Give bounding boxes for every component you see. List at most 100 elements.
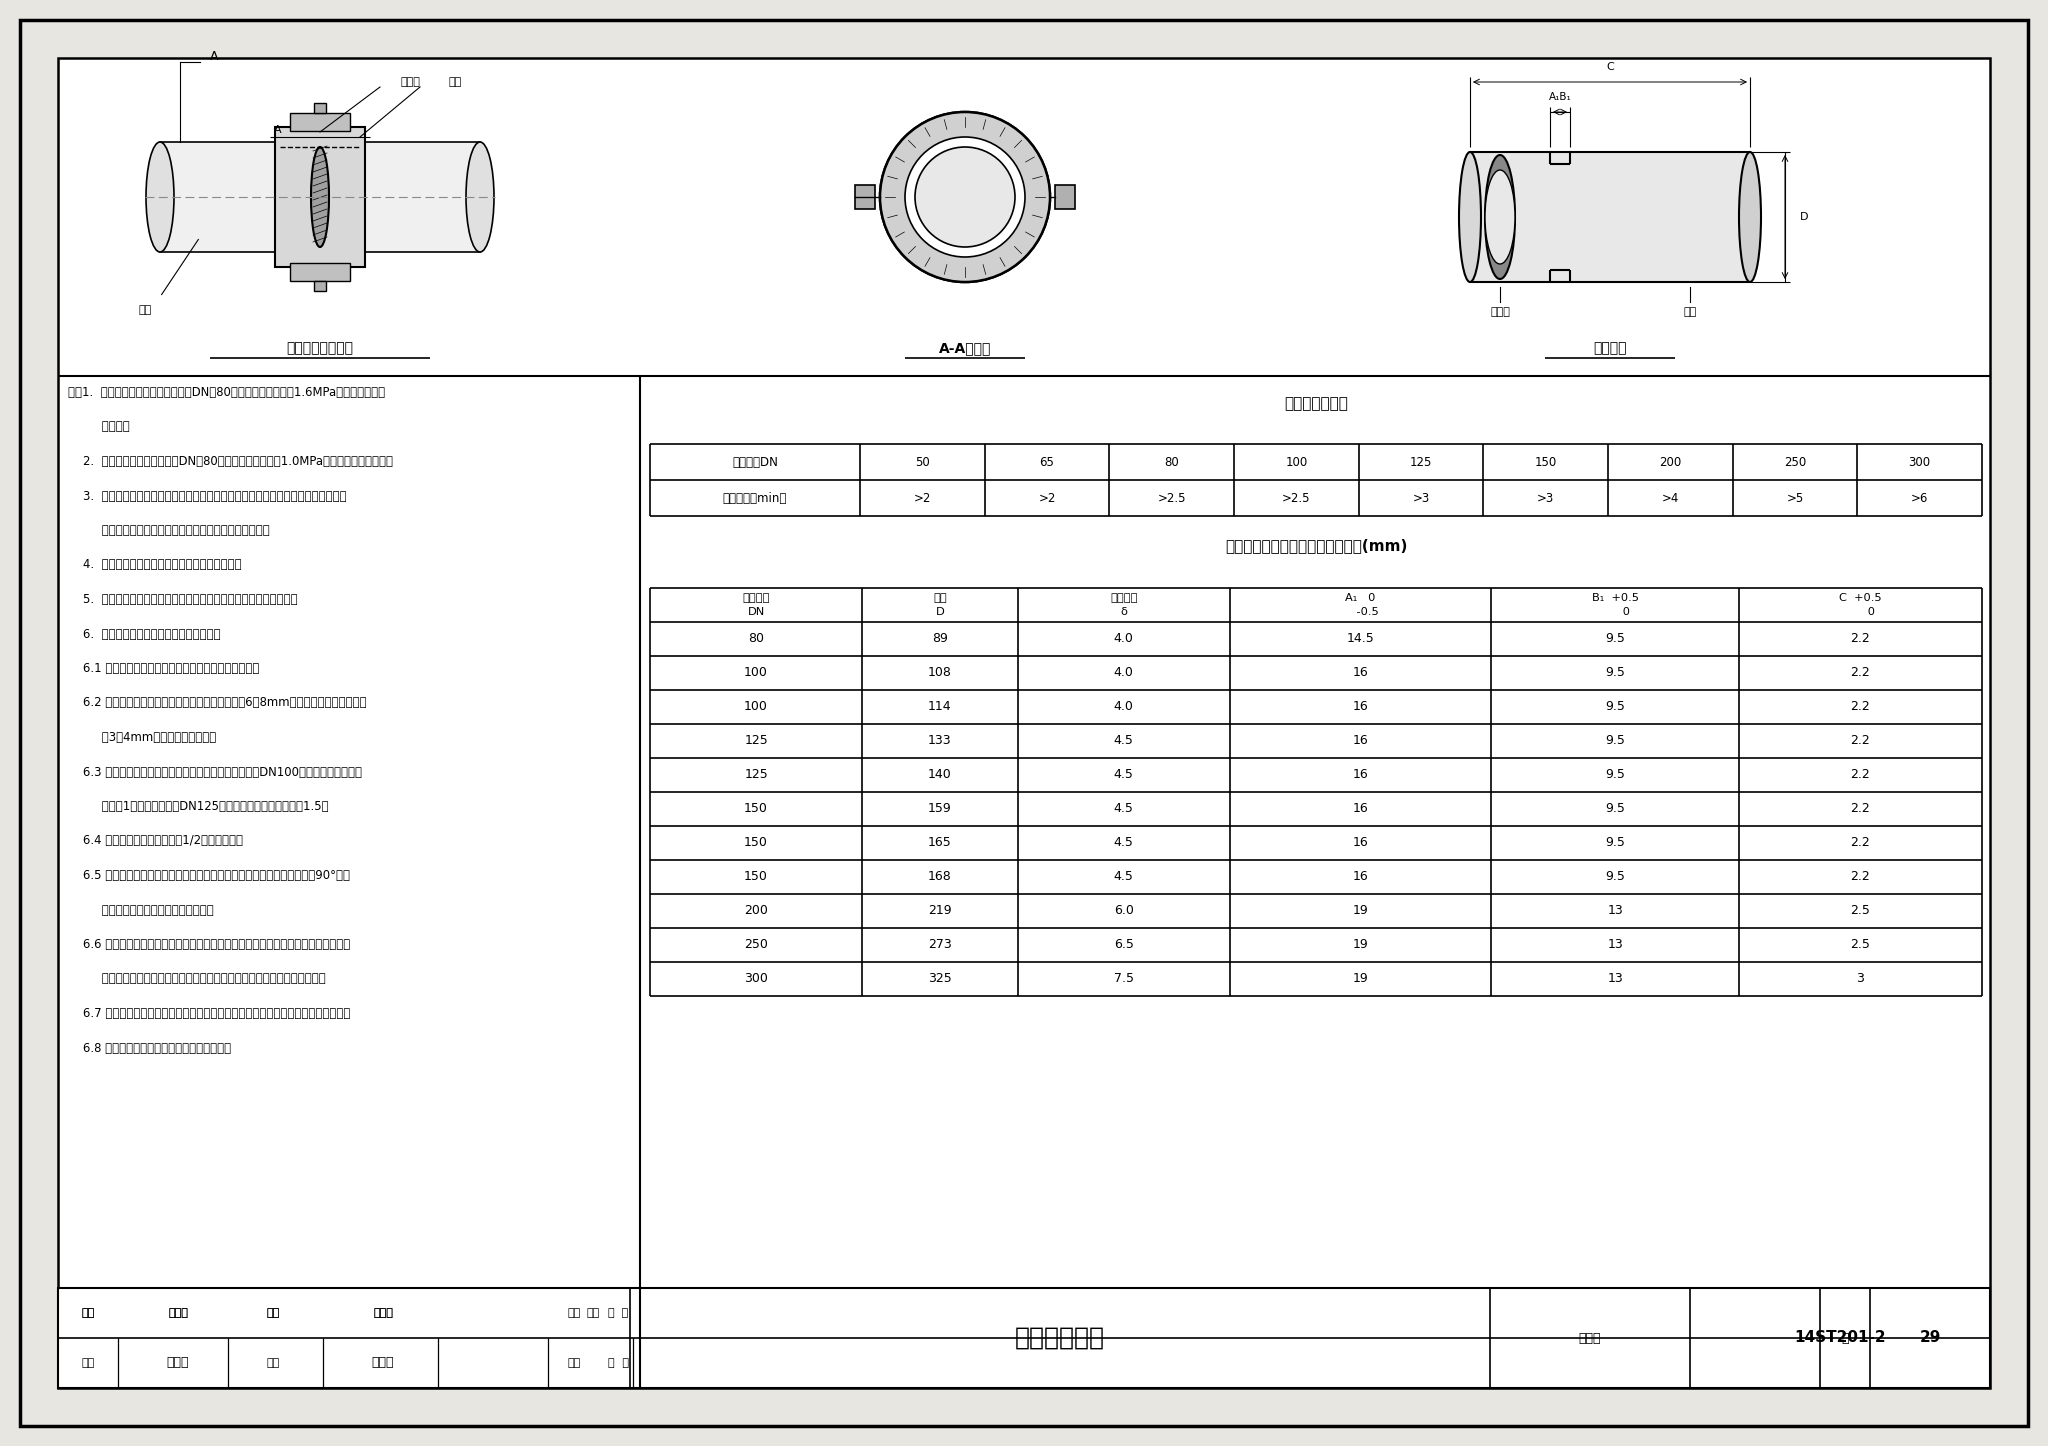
Bar: [160, 142, 299, 252]
Text: 250: 250: [1784, 455, 1806, 469]
Text: 设计: 设计: [586, 1309, 600, 1317]
Text: 300: 300: [1909, 455, 1931, 469]
Ellipse shape: [915, 147, 1016, 247]
Text: 19: 19: [1352, 905, 1368, 918]
Text: 4.0: 4.0: [1114, 632, 1135, 645]
Text: 200: 200: [743, 905, 768, 918]
Text: 张先群: 张先群: [168, 1309, 188, 1317]
Text: 325: 325: [928, 973, 952, 986]
Text: C  +0.5: C +0.5: [1839, 593, 1882, 603]
Text: 徐  智: 徐 智: [608, 1358, 629, 1368]
Bar: [340, 142, 479, 252]
Text: 140: 140: [928, 768, 952, 781]
Text: 赵际膺: 赵际膺: [373, 1309, 393, 1317]
Text: 114: 114: [928, 700, 952, 713]
Text: 80: 80: [748, 632, 764, 645]
Text: 公称直径DN: 公称直径DN: [731, 455, 778, 469]
Text: 设计: 设计: [567, 1309, 582, 1317]
Text: 6.5: 6.5: [1114, 938, 1135, 951]
Text: 校对: 校对: [266, 1358, 281, 1368]
Text: 16: 16: [1352, 768, 1368, 781]
Text: 9.5: 9.5: [1606, 700, 1624, 713]
Text: 100: 100: [743, 700, 768, 713]
Text: 29: 29: [1919, 1330, 1942, 1345]
Text: 4.0: 4.0: [1114, 700, 1135, 713]
Text: 150: 150: [1534, 455, 1556, 469]
Text: 2.5: 2.5: [1851, 905, 1870, 918]
Text: 4.5: 4.5: [1114, 870, 1135, 884]
Text: >2.5: >2.5: [1282, 492, 1311, 505]
Text: 16: 16: [1352, 803, 1368, 816]
Text: 页: 页: [1841, 1332, 1849, 1345]
Text: 6.0: 6.0: [1114, 905, 1135, 918]
Text: 槽时持续渐进，槽深度应符合要求。: 槽时持续渐进，槽深度应符合要求。: [68, 904, 213, 917]
Text: 4.0: 4.0: [1114, 667, 1135, 680]
Text: 13: 13: [1608, 905, 1622, 918]
Text: 6.7 与橡胶密封圈接触的管外端应平整光滑，不得有划伤橡胶圈或影响密封的毛刺。: 6.7 与橡胶密封圈接触的管外端应平整光滑，不得有划伤橡胶圈或影响密封的毛刺。: [68, 1006, 350, 1019]
Text: B₁  +0.5: B₁ +0.5: [1591, 593, 1638, 603]
Text: DN: DN: [748, 607, 764, 617]
Text: 的另一根管端套上，将橡胶圈移到两个连接管段中央。: 的另一根管端套上，将橡胶圈移到两个连接管段中央。: [68, 523, 270, 536]
Text: 250: 250: [743, 938, 768, 951]
Text: 4.5: 4.5: [1114, 836, 1135, 849]
Text: 3.  检查橡胶密封圈是否匹配，涂润滑剂，并将其套在一根管段的连接端，再将对接: 3. 检查橡胶密封圈是否匹配，涂润滑剂，并将其套在一根管段的连接端，再将对接: [68, 490, 346, 503]
Text: 6.3 应采用机械截管，截面应垂直轴心，管径小于等于DN100时，管端切口斜度小: 6.3 应采用机械截管，截面应垂直轴心，管径小于等于DN100时，管端切口斜度小: [68, 765, 362, 778]
Text: 2.2: 2.2: [1851, 870, 1870, 884]
Text: δ: δ: [1120, 607, 1126, 617]
Text: 钢管: 钢管: [139, 305, 152, 315]
Ellipse shape: [311, 147, 330, 247]
Text: 沟槽加工时间表: 沟槽加工时间表: [1284, 396, 1348, 412]
Text: 校对: 校对: [266, 1309, 281, 1317]
Ellipse shape: [1458, 152, 1481, 282]
Text: 19: 19: [1352, 938, 1368, 951]
Text: 2.2: 2.2: [1851, 667, 1870, 680]
Text: 125: 125: [1409, 455, 1432, 469]
Text: 9.5: 9.5: [1606, 768, 1624, 781]
Text: 300: 300: [743, 973, 768, 986]
Text: 钢管滚槽、开槽基本尺寸及偏差表(mm): 钢管滚槽、开槽基本尺寸及偏差表(mm): [1225, 538, 1407, 554]
Text: -0.5: -0.5: [1341, 607, 1378, 617]
Text: 9.5: 9.5: [1606, 836, 1624, 849]
Text: 2.2: 2.2: [1851, 836, 1870, 849]
Text: 2.2: 2.2: [1851, 735, 1870, 748]
Text: 273: 273: [928, 938, 952, 951]
Text: 6.1 对衬塑复合管，应优先选用成品沟槽式衬塑管件。: 6.1 对衬塑复合管，应优先选用成品沟槽式衬塑管件。: [68, 662, 260, 675]
Text: 133: 133: [928, 735, 952, 748]
Text: >2: >2: [1038, 492, 1055, 505]
Text: 有3～4mm间隙并用钢印编号。: 有3～4mm间隙并用钢印编号。: [68, 732, 217, 745]
Text: 徐  智: 徐 智: [608, 1309, 629, 1317]
Text: 13: 13: [1608, 973, 1622, 986]
Text: 注：1.  热浸镀锌钢管沟槽连接适用于DN＞80、工作压力小于等于1.6MPa的室内消防与排: 注：1. 热浸镀锌钢管沟槽连接适用于DN＞80、工作压力小于等于1.6MPa的室…: [68, 386, 385, 399]
Text: 89: 89: [932, 632, 948, 645]
Text: 卡箍: 卡箍: [449, 77, 461, 87]
Text: 管材: 管材: [1683, 307, 1696, 317]
Bar: [291, 263, 350, 281]
Ellipse shape: [905, 137, 1024, 257]
Ellipse shape: [145, 142, 174, 252]
Text: >3: >3: [1538, 492, 1554, 505]
Text: 9.5: 9.5: [1606, 667, 1624, 680]
Text: 4.  将卡箍套在橡胶圈外，并将边缘卡入沟槽中。: 4. 将卡箍套在橡胶圈外，并将边缘卡入沟槽中。: [68, 558, 242, 571]
Text: 张先群: 张先群: [168, 1309, 188, 1317]
Text: 5.  将变形块的螺栓插入螺栓孔，对称交替旋紧，防止橡胶圈起皱。: 5. 将变形块的螺栓插入螺栓孔，对称交替旋紧，防止橡胶圈起皱。: [68, 593, 297, 606]
Text: 9.5: 9.5: [1606, 632, 1624, 645]
Bar: [854, 185, 874, 210]
Text: 最小壁厚: 最小壁厚: [1110, 593, 1137, 603]
Text: 16: 16: [1352, 735, 1368, 748]
Text: D: D: [936, 607, 944, 617]
Text: 125: 125: [743, 735, 768, 748]
Text: 审核: 审核: [82, 1309, 94, 1317]
Text: A-A剖面图: A-A剖面图: [938, 341, 991, 356]
Text: 219: 219: [928, 905, 952, 918]
Text: 2.2: 2.2: [1851, 803, 1870, 816]
Text: 2.2: 2.2: [1851, 700, 1870, 713]
Text: 赵际膺: 赵际膺: [373, 1356, 395, 1369]
Text: 9.5: 9.5: [1606, 803, 1624, 816]
Text: >4: >4: [1661, 492, 1679, 505]
Bar: [274, 127, 365, 268]
Text: 4.5: 4.5: [1114, 803, 1135, 816]
Text: 校对: 校对: [266, 1309, 281, 1317]
Text: A₁B₁: A₁B₁: [1548, 93, 1571, 103]
Text: >2: >2: [913, 492, 932, 505]
Text: >5: >5: [1786, 492, 1804, 505]
